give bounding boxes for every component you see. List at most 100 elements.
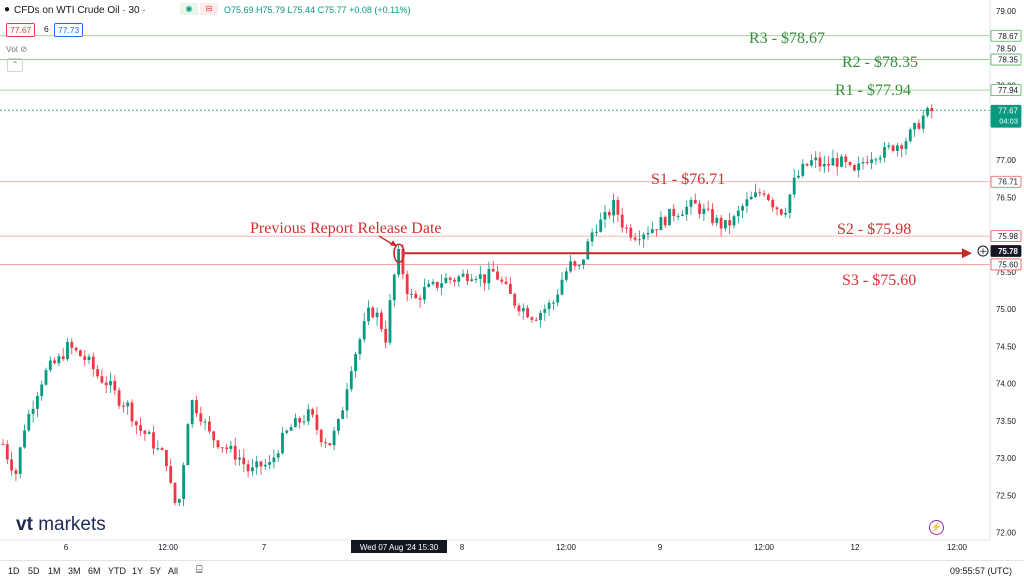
candle-body (810, 160, 813, 166)
candle-body (569, 261, 572, 272)
price-tag-label: 75.60 (998, 260, 1019, 269)
candle-body (908, 129, 912, 142)
candle-body (616, 199, 620, 215)
candle-body (831, 158, 835, 166)
candle-body (702, 208, 706, 214)
collapse-legend-icon[interactable]: ⌃ (7, 58, 23, 72)
candle-body (96, 369, 99, 377)
level-lines (0, 35, 990, 265)
candle-body (23, 430, 26, 448)
candle-body (276, 453, 280, 458)
candle-body (883, 146, 886, 158)
candle-body (689, 199, 693, 207)
candle-body (681, 214, 684, 216)
candle-body (414, 293, 418, 299)
price-tick-label: 72.00 (996, 529, 1017, 538)
candle-body (87, 356, 91, 360)
candle-body (238, 457, 241, 460)
candle-body (861, 162, 865, 164)
candle-body (91, 356, 95, 370)
time-tick-label: 9 (658, 543, 663, 552)
range-6m-button[interactable]: 6M (88, 566, 101, 576)
symbol-title[interactable]: CFDs on WTI Crude Oil · 30 · (14, 5, 146, 16)
hide-icon[interactable]: ⊟ (200, 3, 218, 15)
sell-price-box[interactable]: 77.67 (6, 23, 36, 37)
candle-body (61, 356, 65, 360)
candle-body (500, 279, 504, 282)
candle-body (53, 360, 56, 364)
candle-body (483, 274, 486, 284)
candle-body (208, 421, 211, 432)
candle-body (281, 432, 284, 454)
time-tick-label: 12:00 (947, 543, 968, 552)
s2-label: S2 - $75.98 (837, 221, 911, 238)
candle-body (104, 382, 108, 386)
candle-body (711, 209, 714, 223)
candle-body (74, 347, 78, 351)
event-arrow-head (962, 248, 972, 259)
candle-body (620, 214, 624, 228)
candle-body (380, 312, 383, 330)
candle-body (117, 390, 121, 406)
candle-body (48, 360, 52, 371)
symbol-icon: ● (4, 4, 11, 15)
utc-clock[interactable]: 09:55:57 (UTC) (949, 566, 1012, 576)
eye-icon[interactable]: ◉ (180, 3, 198, 15)
candle-body (229, 445, 233, 449)
candle-body (461, 273, 465, 277)
candle-body (530, 317, 534, 320)
candle-body (590, 232, 594, 242)
candle-body (272, 457, 276, 463)
candle-body (848, 162, 852, 166)
candle-body (440, 283, 443, 288)
price-tag-box (990, 230, 1022, 243)
candle-body (444, 277, 448, 284)
candle-body (173, 482, 177, 503)
candle-body (625, 227, 628, 229)
candle-body (36, 395, 39, 409)
time-tick-label: 12:00 (754, 543, 775, 552)
price-chart[interactable]: 79.0078.5078.0077.0076.5075.5075.0074.50… (0, 0, 1024, 560)
price-tag-box (990, 175, 1022, 188)
range-5y-button[interactable]: 5Y (150, 566, 162, 576)
candle-body (152, 432, 155, 449)
time-tick-label: 7 (262, 543, 267, 552)
range-1m-button[interactable]: 1M (48, 566, 61, 576)
candle-body (169, 466, 173, 483)
range-5d-button[interactable]: 5D (28, 566, 40, 576)
annotation-labels: R3 - $78.67 R2 - $78.35 R1 - $77.94 S1 - $7… (250, 30, 918, 289)
time-tick-label: 12 (851, 543, 860, 552)
candle-body (517, 305, 521, 312)
candle-body (319, 429, 323, 443)
range-all-button[interactable]: All (168, 566, 179, 576)
add-alert-icon[interactable] (977, 245, 989, 257)
candle-body (921, 115, 925, 129)
price-tag-box (990, 104, 1022, 128)
candle-body (147, 432, 151, 434)
add-alert-plus: + (979, 247, 987, 257)
candle-body (418, 298, 422, 300)
candle-body (246, 464, 250, 472)
candle-body (685, 206, 689, 215)
ohlc-readout: O75.69 H75.79 L75.44 C75.77 +0.08 (+0.11… (224, 5, 411, 15)
candle-body (504, 281, 508, 284)
candle-body (779, 209, 783, 215)
candle-body (160, 448, 164, 451)
r3-label: R3 - $78.67 (749, 30, 825, 47)
range-3m-button[interactable]: 3M (68, 566, 81, 576)
range-1y-button[interactable]: 1Y (132, 566, 144, 576)
range-ytd-button[interactable]: YTD (108, 566, 126, 576)
candle-body (607, 211, 611, 216)
candle-body (874, 159, 878, 161)
volume-label[interactable]: Vol ⊘ (6, 44, 28, 54)
candle-body (315, 414, 319, 430)
lightning-icon[interactable]: ⚡ (929, 520, 944, 535)
visibility-off-icon[interactable]: ⊘ (20, 44, 28, 54)
range-1d-button[interactable]: 1D (8, 566, 20, 576)
candle-body (371, 307, 375, 318)
candle-body (509, 283, 512, 294)
calendar-range-icon[interactable]: ⌸ (196, 564, 203, 576)
candle-body (139, 425, 142, 431)
buy-price-box[interactable]: 77.73 (54, 23, 84, 37)
bottom-toolbar: 1D 5D 1M 3M 6M YTD 1Y 5Y All ⌸ 09:55:57 … (0, 560, 1024, 584)
